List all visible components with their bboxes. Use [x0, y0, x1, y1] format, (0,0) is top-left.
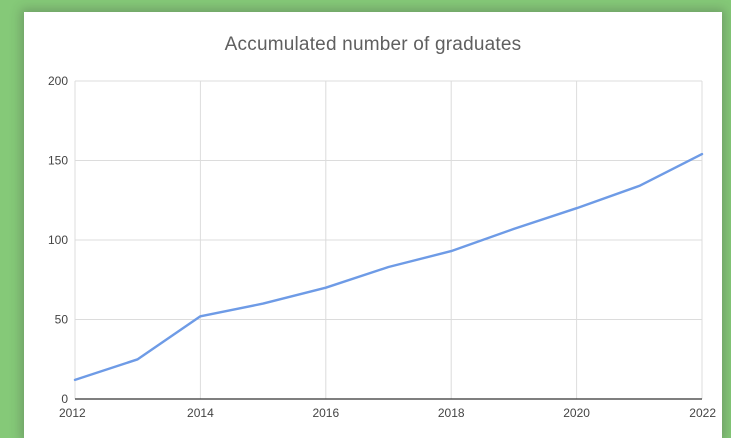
x-tick-label: 2018: [438, 406, 465, 420]
x-tick-label: 2020: [563, 406, 590, 420]
x-tick-label: 2012: [59, 406, 86, 420]
x-tick-label: 2014: [187, 406, 214, 420]
y-tick-label: 100: [48, 233, 68, 247]
grid: [74, 80, 703, 399]
y-tick-label: 150: [48, 154, 68, 168]
series-line: [73, 152, 704, 382]
x-tick-label: 2016: [312, 406, 339, 420]
chart-title: Accumulated number of graduates: [224, 34, 522, 55]
x-tick-label: 2022: [689, 406, 716, 420]
chart-card: [24, 12, 722, 438]
y-tick-label: 200: [48, 74, 68, 88]
tick-labels: 0 50 100 150 200 2012 2014 2016 2018 2020 2022: [48, 74, 716, 420]
y-tick-label: 0: [61, 392, 68, 406]
y-tick-label: 50: [55, 313, 69, 327]
series: [73, 152, 704, 382]
